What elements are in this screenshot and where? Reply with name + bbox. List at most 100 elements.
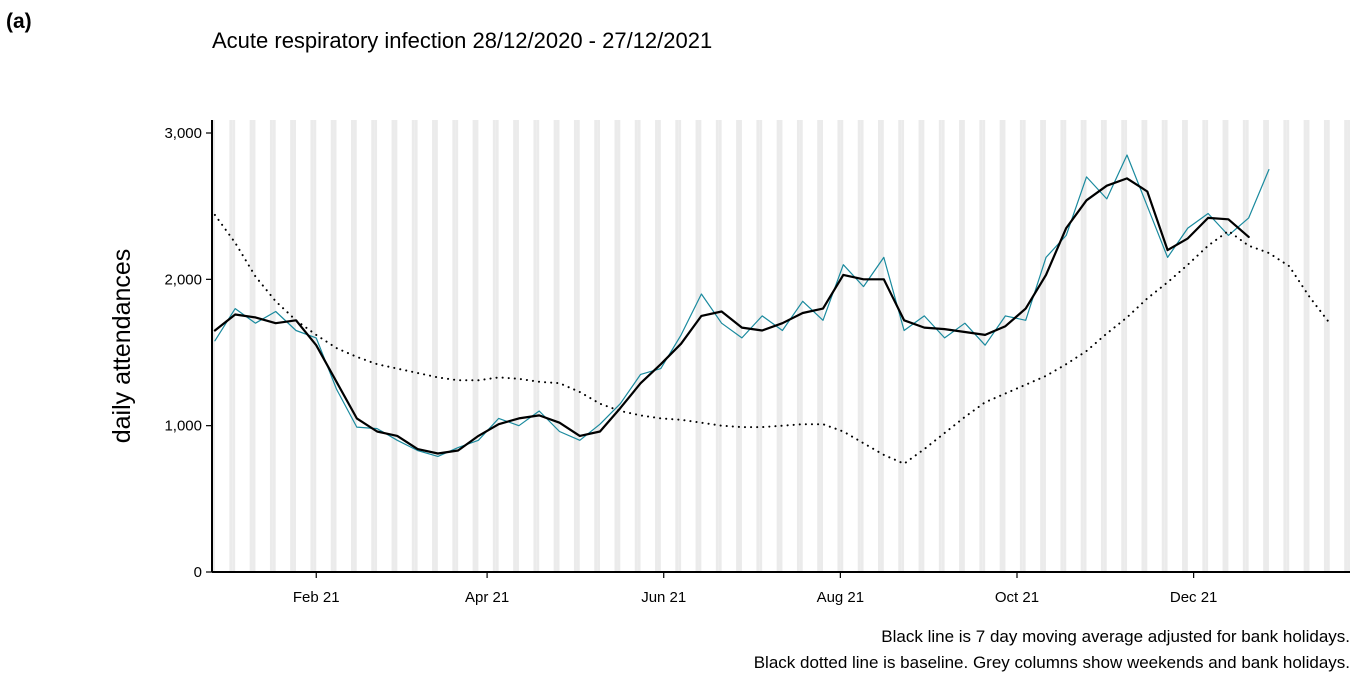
weekend-column [576,120,580,572]
weekend-column [1002,120,1006,572]
weekend-column [513,120,517,572]
x-tick-label: Feb 21 [293,589,340,606]
weekend-column [1202,120,1206,572]
series-line [214,154,1270,457]
weekend-column [657,120,661,572]
weekend-column [1080,120,1084,572]
weekend-column [961,120,965,572]
panel-label: (a) [6,10,32,33]
weekend-column [860,120,864,572]
weekend-column [455,120,459,572]
weekend-column [817,120,821,572]
weekend-column [918,120,922,572]
series-line [213,177,1250,455]
weekend-column [1100,120,1104,572]
weekend-column [391,120,395,572]
x-tick-label: Aug 21 [817,589,865,606]
weekend-column [272,120,276,572]
weekend-column [614,120,618,572]
weekend-column [1040,120,1044,572]
weekend-column [736,120,740,572]
weekend-column [229,120,233,572]
weekend-column [1323,120,1327,572]
weekend-column [495,120,499,572]
weekend-column [921,120,925,572]
weekend-column [1225,120,1229,572]
weekend-column [1266,120,1269,572]
weekend-column [1286,120,1290,572]
weekend-column [1306,120,1310,572]
weekend-column [1141,120,1145,572]
weekend-column [472,120,476,572]
weekend-column [1347,120,1350,572]
weekend-column [333,120,337,572]
weekend-column [290,120,294,572]
weekend-column [1303,120,1307,572]
weekend-column [799,120,803,572]
y-tick-label: 3,000 [164,125,202,142]
weekend-column [979,120,983,572]
weekend-column [941,120,945,572]
weekend-column [1222,120,1226,572]
weekend-column [880,120,884,572]
weekend-column [212,120,215,572]
weekend-column [1121,120,1125,572]
weekend-column [1124,120,1128,572]
weekend-column [779,120,783,572]
weekend-column [1063,120,1067,572]
weekend-column [1019,120,1023,572]
weekend-column [675,120,679,572]
weekend-column [1164,120,1168,572]
weekend-column [553,120,557,572]
weekend-column [1043,120,1046,572]
weekend-column [452,120,456,572]
weekend-column [1022,120,1026,572]
weekend-column [776,120,780,572]
weekend-column [1283,120,1287,572]
weekend-column [556,120,560,572]
weekend-column [878,120,881,572]
weekend-column [938,120,942,572]
weekend-column [617,120,621,572]
weekend-column [759,120,763,572]
weekend-column [1344,120,1348,572]
weekend-column [371,120,375,572]
weekend-column [353,120,357,572]
weekend-column [414,120,418,572]
plot-area [213,154,1331,465]
weekend-column [637,120,641,572]
weekend-column [1144,120,1148,572]
weekend-column [597,120,601,572]
weekend-column [698,120,702,572]
x-tick-label: Oct 21 [995,589,1039,606]
weekend-column [374,120,378,572]
weekend-column [959,120,962,572]
weekend-column [573,120,577,572]
weekend-column [434,120,438,572]
weekend-column [718,120,722,572]
weekend-column [695,120,699,572]
weekend-column [1242,120,1246,572]
weekend-column [310,120,314,572]
note: Black line is 7 day moving average adjus… [881,627,1350,646]
weekend-column [293,120,296,572]
weekend-column [837,120,841,572]
x-tick-label: Jun 21 [641,589,686,606]
weekend-column [475,120,479,572]
weekend-column [820,120,823,572]
weekend-column [269,120,273,572]
weekend-column [1161,120,1165,572]
weekend-column [350,120,354,572]
weekend-column [1326,120,1330,572]
weekend-column [739,120,742,572]
weekend-column [898,120,902,572]
weekend-column [533,120,537,572]
weekend-columns [212,120,1350,572]
weekend-column [715,120,719,572]
weekend-column [1182,120,1185,572]
note: Black dotted line is baseline. Grey colu… [754,653,1350,672]
weekend-column [1083,120,1087,572]
y-tick-label: 2,000 [164,271,202,288]
weekend-column [857,120,861,572]
